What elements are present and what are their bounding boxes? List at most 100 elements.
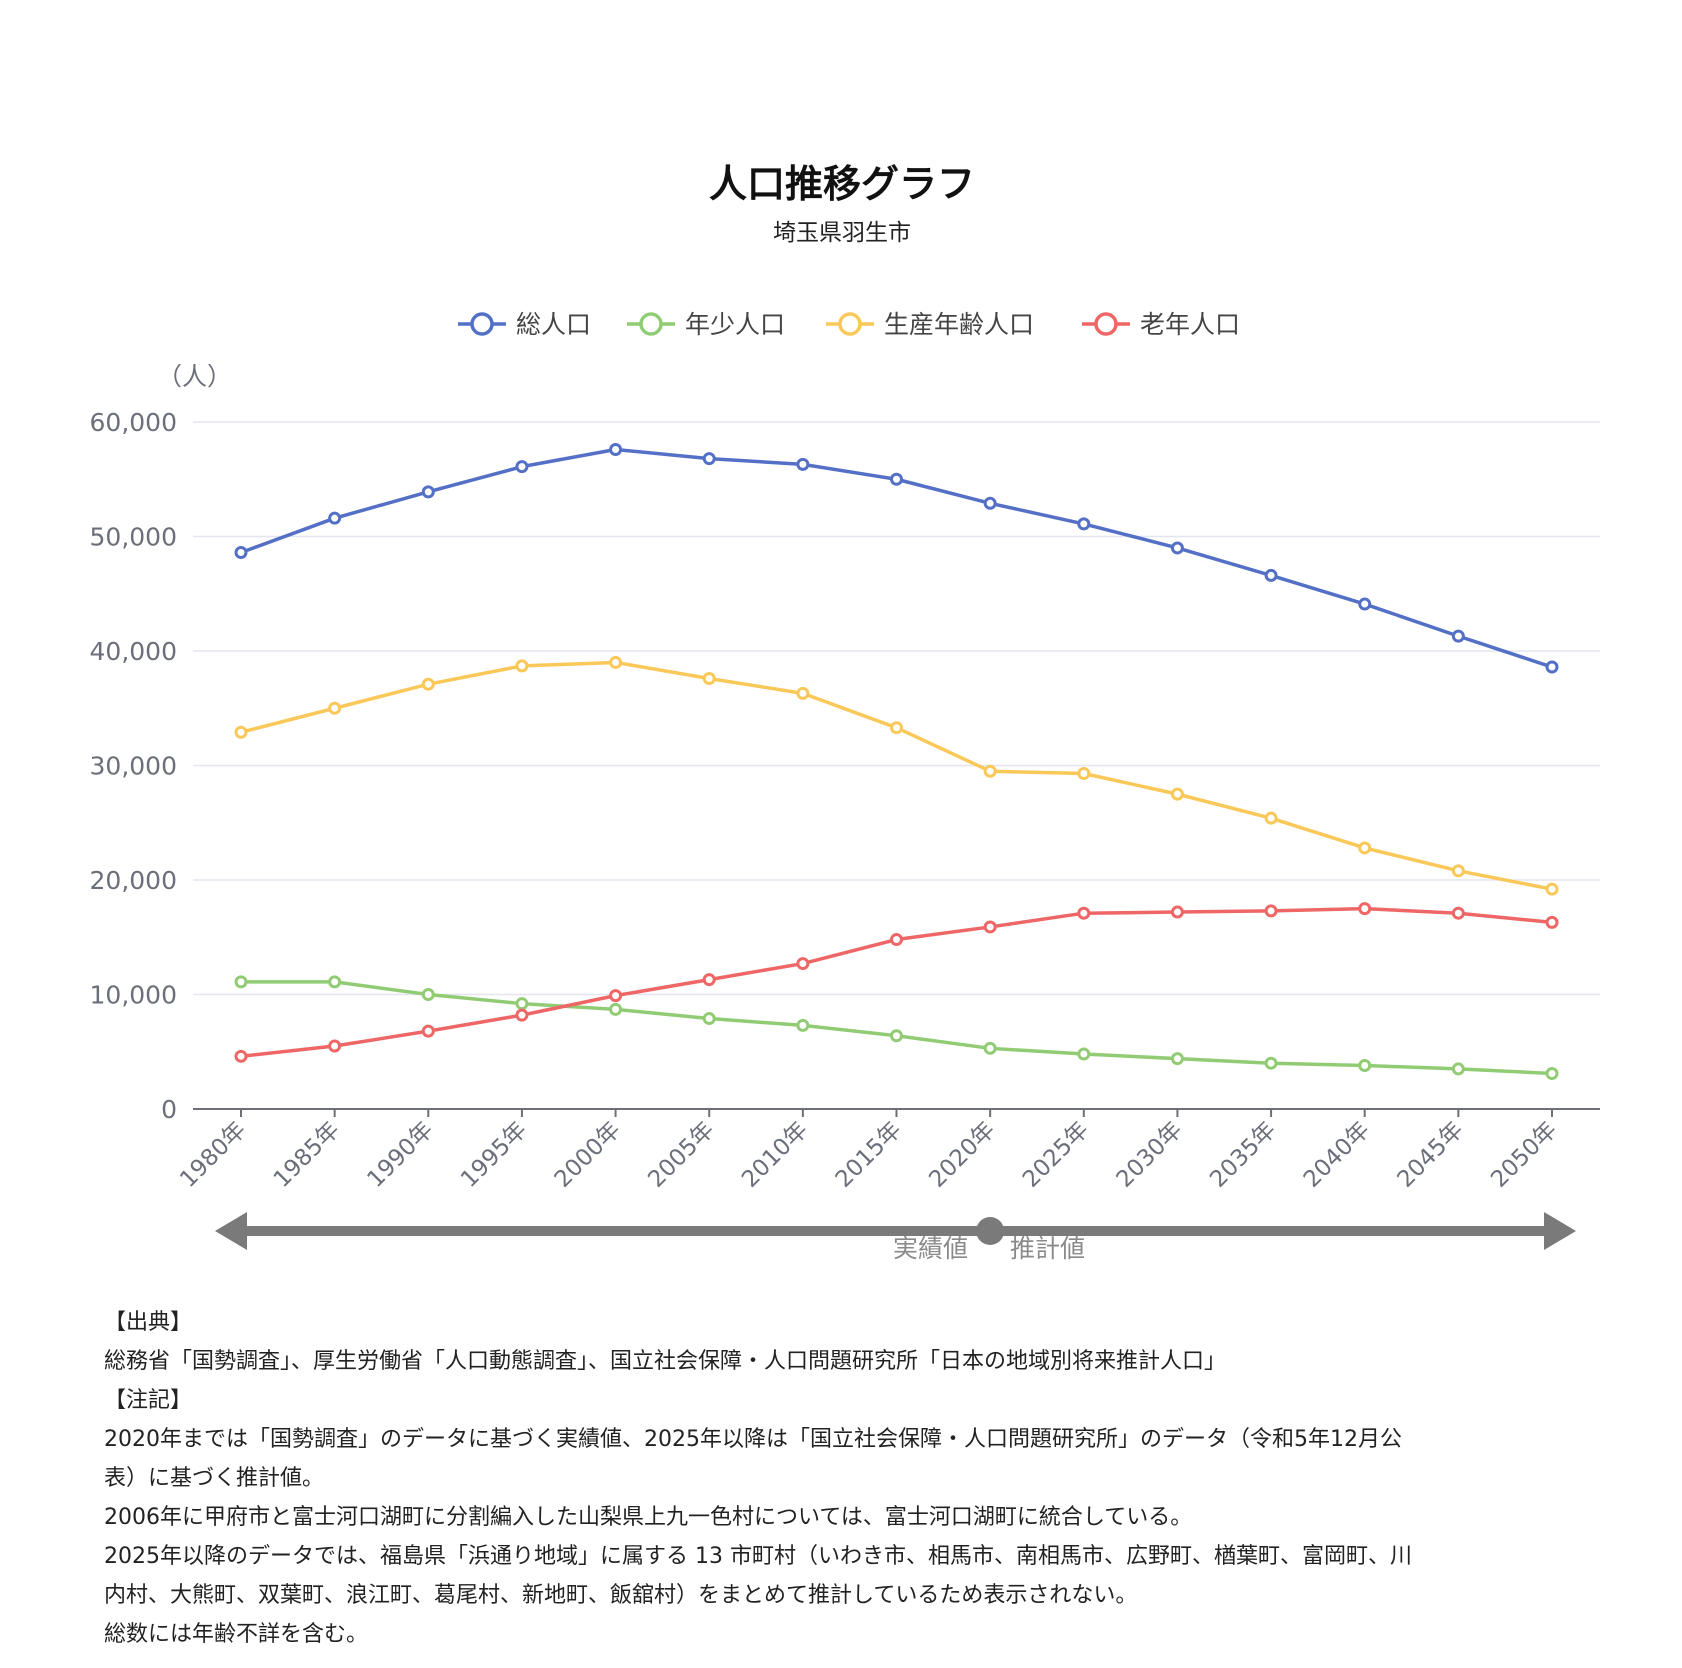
data-point: [1264, 811, 1278, 825]
data-point: [1170, 541, 1184, 555]
data-point: [234, 1049, 248, 1063]
data-point: [1170, 787, 1184, 801]
data-point: [1170, 1052, 1184, 1066]
data-point: [1545, 660, 1559, 674]
data-point: [1170, 905, 1184, 919]
data-point: [1451, 906, 1465, 920]
chart-title: 人口推移グラフ: [709, 162, 975, 206]
note-line: 2025年以降のデータでは、福島県「浜通り地域」に属する 13 市町村（いわき市…: [104, 1544, 1412, 1608]
data-point: [609, 989, 623, 1003]
data-point: [1264, 1056, 1278, 1070]
data-point: [1358, 841, 1372, 855]
x-tick-label: 1980年: [175, 1117, 251, 1193]
data-point: [1358, 902, 1372, 916]
data-point: [1545, 1067, 1559, 1081]
x-tick-label: 2050年: [1486, 1117, 1562, 1193]
data-point: [983, 496, 997, 510]
x-tick-label: 2020年: [924, 1117, 1000, 1193]
source-heading: 【出典】: [104, 1310, 193, 1335]
y-axis-unit: （人）: [157, 362, 232, 391]
x-tick-label: 1995年: [456, 1117, 532, 1193]
data-point: [890, 1029, 903, 1043]
source-text: 総務省「国勢調査」、厚生労働省「人口動態調査」、国立社会保障・人口問題研究所「日…: [104, 1349, 1227, 1374]
x-tick-label: 2000年: [550, 1117, 626, 1193]
phase-indicator: 実績値 推計値: [215, 1212, 1576, 1263]
x-tick-label: 2025年: [1018, 1117, 1094, 1193]
note-line: 2006年に甲府市と富士河口湖町に分割編入した山梨県上九一色村については、富士河…: [104, 1505, 1193, 1530]
data-point: [1264, 568, 1278, 582]
series-line: [240, 660, 1553, 891]
data-point: [796, 457, 810, 471]
data-point: [421, 988, 435, 1001]
y-tick-label: 20,000: [90, 866, 177, 895]
x-tick-label: 2045年: [1393, 1117, 1469, 1193]
data-point: [234, 725, 248, 739]
data-point: [796, 957, 810, 971]
y-tick-label: 30,000: [90, 752, 177, 781]
data-point: [234, 546, 248, 560]
data-point: [328, 511, 342, 525]
y-tick-label: 40,000: [90, 637, 177, 666]
note-line: 総数には年齢不詳を含む。: [104, 1622, 369, 1647]
y-tick-label: 0: [161, 1095, 177, 1124]
x-tick-label: 2005年: [643, 1117, 719, 1193]
y-tick-label: 50,000: [90, 523, 177, 552]
data-point: [328, 975, 342, 989]
legend-marker: [470, 312, 494, 336]
data-point: [609, 442, 623, 456]
legend-label: 総人口: [516, 310, 591, 339]
y-tick-label: 60,000: [90, 408, 177, 437]
data-point: [1077, 767, 1091, 781]
y-tick-label: 10,000: [90, 981, 177, 1010]
data-point: [1264, 904, 1278, 918]
data-point: [234, 975, 248, 989]
data-point: [328, 701, 342, 715]
data-point: [1077, 517, 1091, 531]
data-point: [1358, 1058, 1372, 1072]
notes-heading: 【注記】: [104, 1388, 193, 1413]
note-line: 2020年までは「国勢調査」のデータに基づく実績値、2025年以降は「国立社会保…: [104, 1427, 1402, 1491]
x-tick-label: 2035年: [1205, 1117, 1281, 1193]
data-point: [515, 659, 529, 673]
data-point: [890, 721, 903, 735]
estimate-label: 推計値: [1010, 1234, 1085, 1263]
x-tick-label: 2015年: [831, 1117, 907, 1193]
data-point: [796, 686, 810, 700]
series-line: [241, 980, 1553, 1076]
data-point: [1545, 882, 1559, 896]
data-point: [421, 677, 435, 691]
data-point: [1077, 1047, 1091, 1061]
data-point: [702, 671, 716, 685]
data-point: [983, 1041, 997, 1055]
series-group: [234, 442, 1559, 1081]
data-point: [1545, 915, 1559, 929]
data-point: [515, 1008, 529, 1022]
data-point: [890, 933, 903, 947]
data-point: [328, 1039, 342, 1053]
legend-marker: [1094, 312, 1118, 336]
data-point: [515, 460, 529, 474]
phase-divider-dot: [976, 1217, 1005, 1245]
legend-label: 老年人口: [1140, 310, 1240, 339]
actual-label: 実績値: [893, 1234, 968, 1263]
legend-label: 年少人口: [685, 310, 785, 339]
data-point: [609, 1002, 623, 1016]
legend-marker: [838, 312, 862, 336]
data-point: [515, 997, 529, 1011]
notes-section: 【出典】 総務省「国勢調査」、厚生労働省「人口動態調査」、国立社会保障・人口問題…: [104, 1303, 1604, 1654]
x-tick-label: 2010年: [737, 1117, 813, 1193]
data-point: [1451, 1062, 1465, 1076]
x-tick-label: 2030年: [1112, 1117, 1188, 1193]
data-point: [1451, 864, 1465, 878]
phase-arrow-left-head: [215, 1212, 247, 1250]
data-point: [796, 1018, 810, 1032]
data-point: [1358, 597, 1372, 611]
data-point: [1077, 906, 1091, 920]
data-point: [421, 485, 435, 499]
population-chart: 人口推移グラフ 埼玉県羽生市 総人口 年少人口 生産年齢人口 老年人口 （人） 0 10…: [90, 162, 1600, 1263]
chart-legend: 総人口 年少人口 生産年齢人口 老年人口: [458, 310, 1240, 339]
legend-marker: [639, 312, 663, 336]
data-point: [1451, 629, 1465, 643]
legend-label: 生産年齢人口: [884, 310, 1034, 339]
data-point: [421, 1024, 435, 1038]
